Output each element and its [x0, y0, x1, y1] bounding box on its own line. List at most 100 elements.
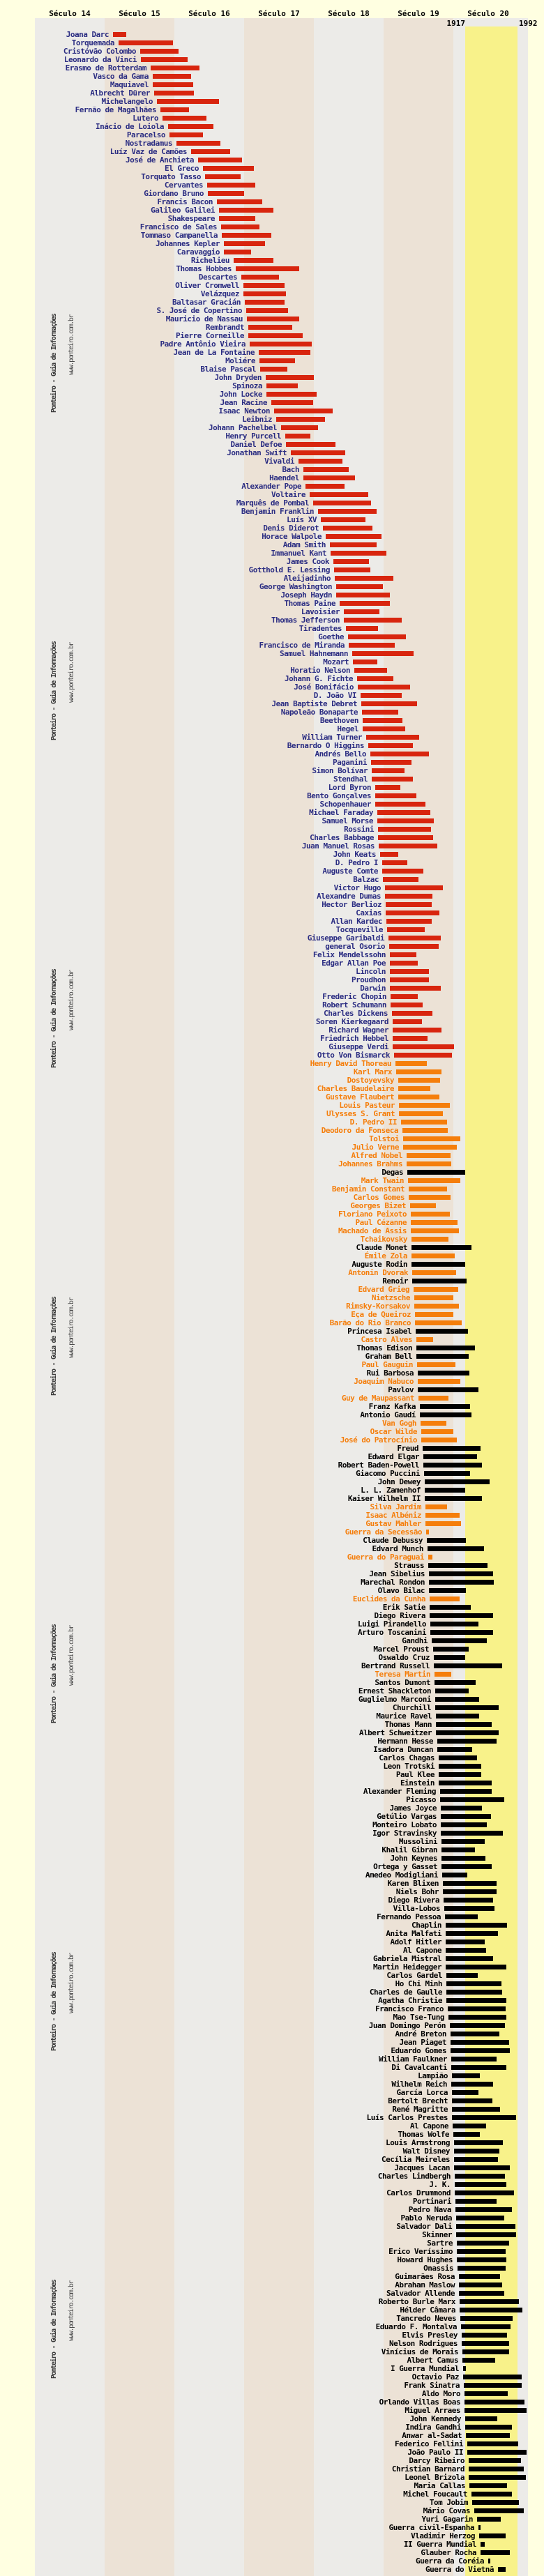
lifespan-bar	[481, 2550, 510, 2555]
person-name: Claude Debussy	[363, 1536, 423, 1545]
lifespan-bar	[299, 459, 342, 464]
lifespan-bar	[394, 1053, 452, 1058]
lifespan-bar	[439, 1781, 492, 1785]
person-name: Otto Von Bismarck	[317, 1051, 391, 1060]
person-name: Georges Bizet	[350, 1201, 406, 1210]
century-label: Século 16	[188, 9, 230, 18]
lifespan-bar	[452, 2073, 480, 2078]
person-name: Giordano Bruno	[144, 189, 204, 198]
person-name: Machado de Assis	[338, 1226, 407, 1235]
lifespan-bar	[410, 1203, 436, 1208]
person-name: Alfred Nobel	[351, 1151, 403, 1160]
person-name: Alexander Pope	[241, 482, 301, 491]
person-name: Giuseppe Verdi	[328, 1042, 388, 1051]
person-name: Thomas Hobbes	[176, 264, 232, 273]
person-name: Horace Walpole	[262, 532, 322, 541]
century-label: Século 18	[328, 9, 370, 18]
lifespan-bar	[409, 1195, 451, 1200]
lifespan-bar	[430, 1622, 478, 1626]
watermark-title: Ponteiro - Guia de Informações	[50, 2280, 58, 2379]
lifespan-bar	[460, 2316, 513, 2321]
person-name: Getúlio Vargas	[377, 1812, 437, 1821]
person-name: Alexandre Dumas	[317, 892, 381, 901]
lifespan-bar	[368, 743, 413, 748]
lifespan-bar	[388, 936, 441, 940]
person-name: L. L. Zamenhof	[361, 1486, 421, 1495]
lifespan-bar	[429, 1588, 466, 1593]
person-name: Karen Blixen	[387, 1879, 439, 1888]
person-name: Oliver Cromwell	[175, 281, 239, 290]
person-name: Caravaggio	[176, 247, 220, 257]
person-name: Tocqueville	[335, 925, 384, 934]
person-name: Di Cavalcanti	[391, 2063, 447, 2072]
person-name: Anwar al-Sadat	[402, 2431, 462, 2440]
person-name: Al Capone	[402, 1946, 442, 1955]
lifespan-bar	[385, 885, 443, 890]
lifespan-bar	[141, 57, 188, 62]
lifespan-bar	[441, 1839, 485, 1844]
person-name: Johann G. Fichte	[285, 674, 353, 683]
lifespan-bar	[457, 2257, 506, 2262]
lifespan-bar	[462, 2333, 507, 2338]
person-name: Proudhon	[352, 975, 386, 984]
person-name: Charles de Gaulle	[369, 1988, 443, 1997]
lifespan-bar	[441, 1856, 485, 1861]
lifespan-bar	[425, 1496, 482, 1501]
person-name: Aleijadinho	[283, 574, 331, 583]
lifespan-bar	[423, 1463, 482, 1468]
person-name: Sartre	[427, 2239, 453, 2248]
lifespan-bar	[446, 1973, 478, 1978]
lifespan-bar	[207, 183, 255, 188]
person-name: Portinari	[412, 2197, 452, 2206]
person-name: Simon Bolívar	[312, 766, 368, 775]
person-name: Blaise Pascal	[200, 365, 256, 374]
lifespan-bar	[446, 1931, 498, 1936]
watermark-title: Ponteiro - Guia de Informações	[50, 969, 58, 1068]
person-name: Mozart	[323, 657, 349, 666]
lifespan-bar	[390, 977, 429, 982]
lifespan-bar	[375, 785, 400, 790]
century-label: Século 14	[49, 9, 91, 18]
person-name: Gustave Flaubert	[326, 1092, 394, 1102]
lifespan-bar	[469, 2483, 507, 2488]
lifespan-bar	[463, 2375, 522, 2379]
person-name: Maria Callas	[414, 2481, 466, 2490]
person-name: Thomas Mann	[384, 1720, 432, 1729]
lifespan-bar	[446, 1990, 502, 1995]
lifespan-bar	[219, 208, 273, 213]
person-name: Luís Carlos Prestes	[366, 2113, 448, 2122]
lifespan-bar	[353, 660, 377, 664]
lifespan-bar	[416, 1337, 433, 1342]
person-name: Jean Piaget	[399, 2038, 447, 2047]
person-name: René Magritte	[392, 2105, 448, 2114]
person-name: Claude Monet	[356, 1243, 408, 1252]
watermark-url: www.ponteiro.com.br	[68, 643, 75, 703]
lifespan-bar	[393, 1044, 454, 1049]
lifespan-bar	[245, 300, 285, 305]
watermark-url: www.ponteiro.com.br	[68, 1953, 75, 2013]
lifespan-bar	[243, 291, 286, 296]
lifespan-bar	[435, 1680, 476, 1685]
lifespan-bar	[445, 1914, 478, 1919]
lifespan-bar	[441, 1806, 482, 1811]
lifespan-bar	[366, 735, 419, 740]
lifespan-bar	[348, 634, 406, 639]
person-name: Auguste Rodin	[352, 1260, 407, 1269]
person-name: Darcy Ribeiro	[409, 2456, 464, 2465]
lifespan-bar	[411, 1220, 458, 1225]
person-name: Amedeo Modigliani	[365, 1870, 439, 1880]
lifespan-bar	[428, 1563, 488, 1568]
person-name: Carlos Chagas	[379, 1753, 435, 1762]
watermark-title: Ponteiro - Guia de Informações	[50, 1624, 58, 1723]
lifespan-bar	[448, 2015, 506, 2020]
person-name: José Bonifácio	[294, 683, 354, 692]
lifespan-bar	[458, 2266, 506, 2271]
lifespan-bar	[411, 1237, 448, 1242]
lifespan-bar	[455, 2174, 505, 2179]
person-name: Henry Purcell	[225, 432, 281, 441]
person-name: Paul Gauguin	[361, 1360, 414, 1369]
lifespan-bar	[386, 910, 439, 915]
person-name: Bernardo O Higgins	[287, 741, 365, 750]
lifespan-bar	[436, 1730, 499, 1735]
lifespan-bar	[331, 551, 386, 556]
